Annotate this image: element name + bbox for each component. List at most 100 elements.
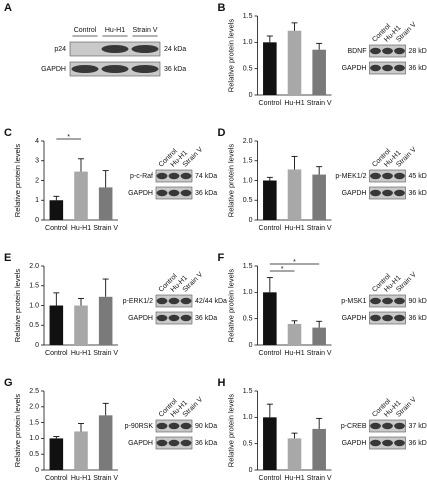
y-axis-label: Relative protein levels [13, 269, 22, 343]
blot-band [382, 172, 393, 180]
panel-letter: C [4, 127, 12, 139]
y-tick-label: 2.0 [29, 404, 39, 411]
blot-band [394, 439, 405, 447]
blot-band [394, 64, 405, 72]
blot-band [168, 172, 180, 180]
y-axis-label: Relative protein levels [226, 394, 235, 468]
bar [312, 428, 326, 470]
blot-band [370, 439, 381, 447]
blot-band [131, 45, 159, 53]
panel-letter: F [218, 252, 225, 264]
y-tick-label: 4 [35, 138, 39, 145]
bar [312, 49, 326, 95]
bar [312, 327, 326, 345]
blot-row-label: GAPDH [342, 190, 367, 197]
y-tick-label: 0.5 [243, 197, 253, 204]
blot-band [156, 314, 168, 322]
blot-band [382, 189, 393, 197]
y-tick-label: 0.5 [243, 441, 253, 448]
y-axis-label: Relative protein levels [13, 394, 22, 468]
x-tick-label: Strain V [93, 225, 118, 232]
blot-band [370, 314, 381, 322]
x-tick-label: Strain V [307, 475, 332, 482]
blot-band [180, 172, 192, 180]
blot-band [180, 439, 192, 447]
y-tick-label: 0 [249, 342, 253, 349]
y-tick-label: 1.5 [243, 263, 253, 270]
y-tick-label: 1.5 [243, 388, 253, 395]
bar [263, 417, 277, 470]
x-tick-label: Strain V [307, 350, 332, 357]
y-tick-label: 0.5 [243, 316, 253, 323]
x-tick-label: Hu-H1 [71, 475, 91, 482]
x-tick-label: Hu-H1 [71, 225, 91, 232]
bar [49, 305, 64, 345]
panel-letter: D [218, 127, 226, 139]
blot-row-label: p-ERK1/2 [123, 298, 153, 305]
blot-size: 36 kDa [409, 440, 427, 447]
blot-size: 28 kDa [409, 48, 427, 55]
bar [287, 438, 302, 470]
bar [74, 305, 88, 345]
bar [263, 292, 277, 345]
y-tick-label: 0 [35, 342, 39, 349]
blot-band [180, 422, 192, 430]
blot-band [370, 64, 381, 72]
y-axis-label: Relative protein levels [226, 269, 235, 343]
x-tick-label: Strain V [93, 475, 118, 482]
blot-size: 36 kDa [164, 66, 186, 73]
bar [263, 42, 277, 95]
lane-label: Control [74, 27, 97, 34]
y-tick-label: 0 [249, 217, 253, 224]
blot-size: 36 kDa [195, 440, 217, 447]
blot-band [382, 64, 393, 72]
bar [98, 187, 113, 220]
y-tick-label: 1.5 [29, 283, 39, 290]
blot-row-label: p24 [54, 46, 66, 53]
y-tick-label: 1.5 [243, 13, 253, 20]
blot-row-label: p-CREB [341, 423, 367, 430]
x-tick-label: Control [45, 350, 68, 357]
blot-band [382, 422, 393, 430]
blot-band [101, 45, 129, 53]
blot-band [168, 439, 180, 447]
panel-letter: A [4, 2, 12, 14]
blot-row-label: GAPDH [128, 440, 153, 447]
blot-row-label: GAPDH [128, 190, 153, 197]
blot-band [156, 189, 168, 197]
blot-band [168, 297, 180, 305]
y-tick-label: 0 [35, 467, 39, 474]
y-tick-label: 2.5 [29, 388, 39, 395]
blot-size: 90 kDa [409, 298, 427, 305]
bar [98, 296, 113, 345]
y-tick-label: 1.0 [243, 177, 253, 184]
blot-band [71, 65, 99, 73]
y-tick-label: 1.0 [243, 414, 253, 421]
y-tick-label: 1.0 [243, 289, 253, 296]
blot-band [156, 422, 168, 430]
lane-label: Strain V [133, 27, 158, 34]
x-tick-label: Strain V [307, 225, 332, 232]
x-tick-label: Hu-H1 [284, 225, 304, 232]
blot-size: 42/44 kDa [195, 298, 227, 305]
significance-label: * [67, 134, 70, 141]
blot-size: 36 kDa [409, 65, 427, 72]
blot-band [156, 172, 168, 180]
y-tick-label: 2 [35, 177, 39, 184]
blot-band [180, 189, 192, 197]
x-tick-label: Control [45, 475, 68, 482]
significance-label: * [293, 259, 296, 266]
y-tick-label: 0.5 [29, 451, 39, 458]
y-tick-label: 1.0 [243, 39, 253, 46]
blot-size: 36 kDa [409, 190, 427, 197]
y-tick-label: 1.0 [29, 435, 39, 442]
y-tick-label: 0.5 [243, 66, 253, 73]
blot-band [394, 172, 405, 180]
x-tick-label: Strain V [93, 350, 118, 357]
x-tick-label: Hu-H1 [284, 475, 304, 482]
y-tick-label: 3 [35, 158, 39, 165]
bar [287, 323, 302, 345]
blot-band [131, 65, 159, 73]
blot-band [168, 422, 180, 430]
y-tick-label: 1 [35, 197, 39, 204]
